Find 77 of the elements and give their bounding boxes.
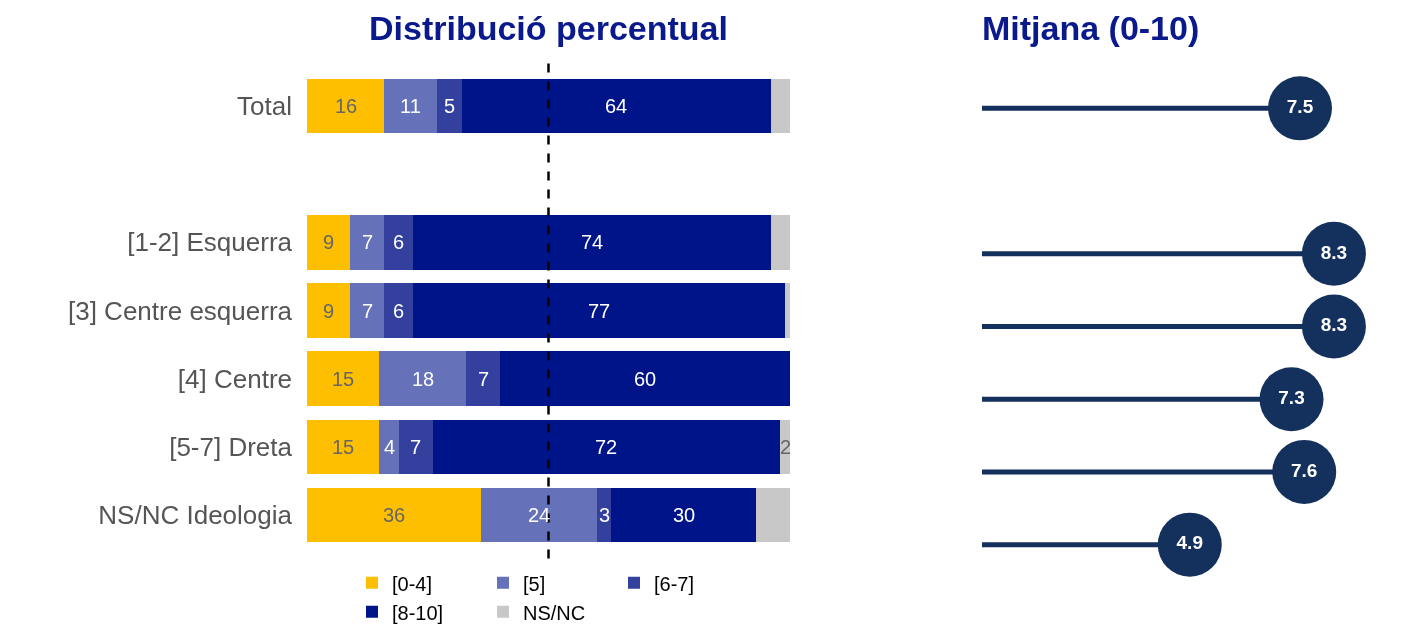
data-label: 7 [478,368,490,390]
bar [307,351,380,406]
data-label: 7 [362,231,374,253]
bar [756,487,790,543]
y-tick-label: [1-2] Esquerra [127,227,293,258]
legend-label: [5] [523,572,546,595]
data-label: 6 [393,300,405,322]
y-tick-label: [3] Centre esquerra [67,295,293,326]
data-label: 7.3 [1278,386,1305,408]
point [1268,76,1332,141]
bar [413,215,771,270]
bar [466,351,501,406]
bar [379,419,399,475]
point [1301,221,1366,286]
data-label: 15 [332,368,355,390]
bar [770,78,790,134]
data-label: 11 [400,95,421,117]
point [1272,439,1337,504]
data-label: 18 [412,368,435,390]
bar [307,215,351,270]
data-label: 9 [323,231,335,253]
bar [350,215,385,270]
point [1259,367,1324,432]
data-label: 2 [780,436,792,458]
data-label: 72 [595,436,618,458]
chart-title: Mitjana (0-10) [982,8,1200,47]
legend-label: [6-7] [654,572,695,595]
bar [384,283,414,338]
y-tick-label: NS/NC Ideologia [98,500,293,531]
data-label: 3 [599,504,611,526]
bar [398,419,433,475]
bar [307,487,481,543]
bar [307,283,351,338]
data-label: 30 [673,504,696,526]
bar [307,419,380,475]
bar [413,283,786,338]
legend-label: [8-10] [392,601,444,624]
point [1301,294,1366,359]
bar [384,78,438,134]
chart-title: Distribució percentual [369,8,728,47]
bar [785,283,790,338]
bar [384,215,414,270]
data-label: 7 [410,436,422,458]
bar [480,487,597,543]
y-tick-label: Total [237,91,292,122]
y-tick-label: [4] Centre [177,363,292,394]
legend-label: NS/NC [523,601,586,624]
data-label: 74 [581,231,604,253]
bar [432,419,781,475]
data-label: 8.3 [1320,241,1348,263]
y-tick-label: [5-7] Dreta [169,431,293,462]
data-label: 9 [323,300,335,322]
bar [437,78,462,134]
data-label: 36 [383,504,406,526]
legend-label: [0-4] [392,572,433,595]
data-label: 7 [362,300,374,322]
data-label: 60 [634,368,657,390]
bar [770,215,790,270]
bar [500,351,790,406]
data-label: 7.6 [1291,459,1318,481]
bar [307,78,385,134]
data-label: 64 [605,95,628,117]
bar [461,78,771,134]
bar [379,351,467,406]
point [1157,512,1222,577]
data-label: 4 [384,436,396,458]
data-label: 6 [393,231,405,253]
data-label: 77 [588,300,611,322]
data-label: 7.5 [1286,96,1314,118]
data-label: 15 [332,436,355,458]
data-label: 4.9 [1176,532,1203,554]
data-label: 24 [528,504,551,526]
data-label: 8.3 [1320,314,1348,336]
bar [350,283,385,338]
data-label: 5 [444,95,456,117]
data-label: 16 [335,95,358,117]
bar [611,487,757,543]
